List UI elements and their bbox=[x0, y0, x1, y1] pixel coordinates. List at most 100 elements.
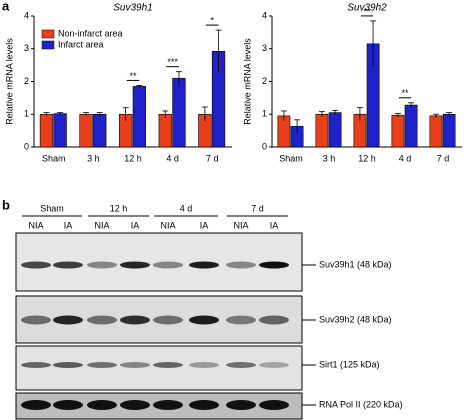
blot-band bbox=[87, 362, 117, 368]
legend-label: Non-infarct area bbox=[58, 28, 123, 38]
y-tick-label: 2 bbox=[262, 76, 267, 86]
blot-band bbox=[53, 315, 83, 325]
y-tick-label: 3 bbox=[262, 43, 267, 53]
x-tick-label: Sham bbox=[42, 153, 66, 163]
blot-band bbox=[226, 362, 256, 368]
significance-label: ** bbox=[363, 6, 371, 16]
y-tick-label: 0 bbox=[24, 141, 29, 151]
x-tick-label: 12 h bbox=[124, 153, 142, 163]
blot-band bbox=[153, 362, 183, 368]
blot-group-label: 4 d bbox=[180, 203, 193, 213]
x-tick-label: 7 d bbox=[437, 153, 450, 163]
bar bbox=[442, 113, 456, 148]
lane-label: NIA bbox=[28, 220, 43, 230]
bar bbox=[79, 113, 93, 148]
blot-row-label: Suv39h2 (48 kDa) bbox=[319, 314, 392, 324]
blot-row-label: RNA Pol II (220 kDa) bbox=[319, 399, 403, 409]
error-bar bbox=[215, 29, 222, 73]
error-bar bbox=[162, 110, 169, 118]
blot-group-label: 7 d bbox=[251, 203, 264, 213]
x-tick-label: 3 h bbox=[87, 153, 100, 163]
y-tick-label: 2 bbox=[24, 76, 29, 86]
y-tick-label: 1 bbox=[24, 109, 29, 119]
blot-band bbox=[53, 400, 83, 410]
blot-band bbox=[87, 400, 117, 410]
y-tick-label: 1 bbox=[262, 109, 267, 119]
x-tick-label: 7 d bbox=[206, 153, 219, 163]
error-bar bbox=[294, 119, 301, 133]
error-bar bbox=[394, 113, 401, 117]
blot-band bbox=[21, 315, 51, 325]
x-tick-label: 3 h bbox=[323, 153, 336, 163]
blot-band bbox=[189, 362, 219, 368]
lane-label: NIA bbox=[94, 220, 109, 230]
error-bar bbox=[432, 113, 439, 118]
lane-label: IA bbox=[131, 220, 140, 230]
error-bar bbox=[122, 107, 129, 121]
lane-label: IA bbox=[64, 220, 73, 230]
blot-band bbox=[87, 315, 117, 325]
error-bar bbox=[175, 71, 182, 85]
bar bbox=[93, 113, 107, 148]
blot-frame bbox=[15, 345, 303, 391]
blot-band bbox=[120, 261, 150, 269]
blot-band bbox=[21, 362, 51, 368]
error-bar bbox=[318, 111, 325, 117]
lane-label: IA bbox=[270, 220, 279, 230]
blot-band bbox=[259, 362, 289, 368]
legend-swatch bbox=[41, 29, 55, 39]
lane-label: NIA bbox=[233, 220, 248, 230]
panel-label: b bbox=[2, 197, 10, 212]
blot-group-label: 12 h bbox=[110, 203, 128, 213]
blot-group-label: Sham bbox=[40, 203, 64, 213]
blot-band bbox=[53, 362, 83, 368]
blot-band bbox=[189, 315, 219, 325]
blot-band bbox=[259, 315, 289, 325]
x-tick-label: Sham bbox=[279, 153, 303, 163]
bar bbox=[315, 113, 329, 148]
blot-band bbox=[226, 315, 256, 325]
blot-band bbox=[189, 261, 219, 269]
blot-row-label: Suv39h1 (48 kDa) bbox=[319, 259, 392, 269]
error-bar bbox=[136, 85, 143, 88]
blot-band bbox=[189, 400, 219, 410]
bar bbox=[39, 113, 54, 148]
legend-label: Infarct area bbox=[58, 39, 104, 49]
error-bar bbox=[201, 106, 208, 122]
error-bar bbox=[446, 112, 453, 116]
blot-band bbox=[259, 261, 289, 269]
bar bbox=[132, 86, 146, 148]
panel-label: a bbox=[2, 0, 10, 13]
y-tick-label: 3 bbox=[24, 43, 29, 53]
blot-band bbox=[87, 261, 117, 269]
lane-label: IA bbox=[200, 220, 209, 230]
x-tick-label: 12 h bbox=[358, 153, 376, 163]
significance-label: *** bbox=[167, 57, 178, 67]
error-bar bbox=[332, 109, 339, 115]
blot-band bbox=[120, 315, 150, 325]
blot-band bbox=[21, 261, 51, 269]
y-axis-label: Relative mRNA levels bbox=[242, 38, 252, 125]
blot-row-label: Sirt1 (125 kDa) bbox=[319, 359, 380, 369]
blot-band bbox=[226, 261, 256, 269]
y-axis-label: Relative mRNA levels bbox=[4, 38, 14, 125]
blot-band bbox=[153, 315, 183, 325]
significance-label: ** bbox=[129, 71, 137, 81]
error-bar bbox=[83, 112, 90, 116]
blot-band bbox=[120, 400, 150, 410]
y-tick-label: 4 bbox=[262, 10, 267, 20]
blot-band bbox=[21, 400, 51, 410]
legend-swatch bbox=[41, 40, 55, 50]
error-bar bbox=[370, 20, 377, 67]
chart-title: Suv39h2 bbox=[347, 3, 387, 14]
significance-label: * bbox=[210, 15, 214, 25]
y-tick-label: 0 bbox=[262, 141, 267, 151]
bar bbox=[391, 114, 405, 148]
chart-title: Suv39h1 bbox=[113, 3, 152, 14]
bar bbox=[158, 113, 172, 148]
error-bar bbox=[96, 112, 103, 116]
blot-band bbox=[120, 362, 150, 368]
x-tick-label: 4 d bbox=[399, 153, 412, 163]
blot-frame bbox=[15, 232, 303, 292]
x-tick-label: 4 d bbox=[166, 153, 179, 163]
